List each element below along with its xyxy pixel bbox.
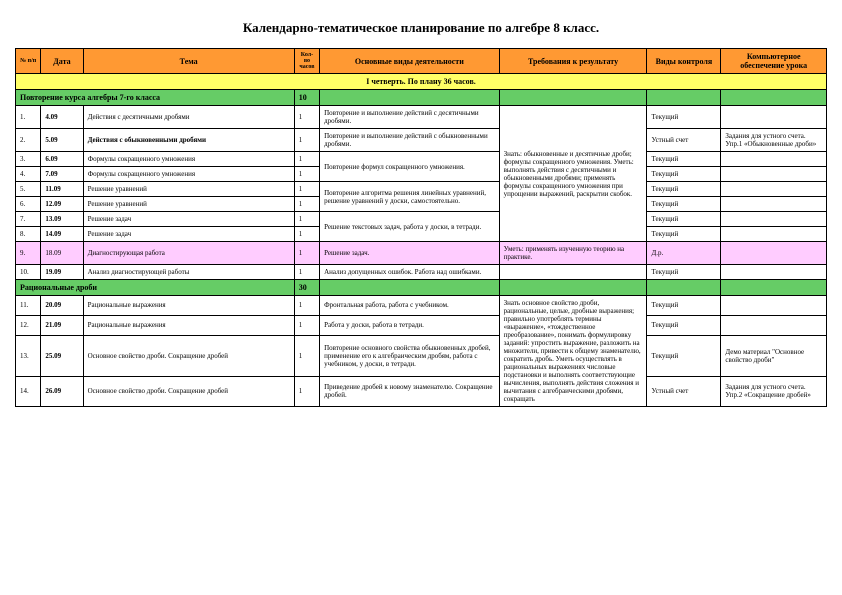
table-row: 11. 20.09 Рациональные выражения 1 Фронт… bbox=[16, 296, 827, 316]
section-title: Повторение курса алгебры 7-го класса bbox=[16, 90, 295, 106]
h-ctrl: Виды контроля bbox=[647, 49, 721, 74]
table-row: 10. 19.09 Анализ диагностирующей работы … bbox=[16, 265, 827, 280]
req-merged: Знать основное свойство дроби, рациональ… bbox=[499, 296, 647, 407]
section-row: Повторение курса алгебры 7-го класса 10 bbox=[16, 90, 827, 106]
h-req: Требования к результату bbox=[499, 49, 647, 74]
plan-table: № п/п Дата Тема Кол-во часов Основные ви… bbox=[15, 48, 827, 407]
h-act: Основные виды деятельности bbox=[320, 49, 500, 74]
diag-row: 9. 18.09 Диагностирующая работа 1 Решени… bbox=[16, 242, 827, 265]
h-comp: Компьютерное обеспечение урока bbox=[721, 49, 827, 74]
quarter-banner: I четверть. По плану 36 часов. bbox=[16, 74, 827, 90]
page-title: Календарно-тематическое планирование по … bbox=[15, 20, 827, 36]
section-row: Рациональные дроби 30 bbox=[16, 280, 827, 296]
h-num: № п/п bbox=[16, 49, 41, 74]
h-topic: Тема bbox=[83, 49, 294, 74]
h-hours: Кол-во часов bbox=[294, 49, 319, 74]
section-hours: 10 bbox=[294, 90, 319, 106]
table-row: 2. 5.09 Действия с обыкновенными дробями… bbox=[16, 129, 827, 152]
table-row: 1. 4.09 Действия с десятичными дробями 1… bbox=[16, 106, 827, 129]
table-row: 7. 13.09 Решение задач 1 Решение текстов… bbox=[16, 212, 827, 227]
header-row: № п/п Дата Тема Кол-во часов Основные ви… bbox=[16, 49, 827, 74]
section-hours: 30 bbox=[294, 280, 319, 296]
table-row: 3. 6.09 Формулы сокращенного умножения 1… bbox=[16, 152, 827, 167]
req-merged: Знать: обыкновенные и десятичные дроби; … bbox=[499, 106, 647, 242]
section-title: Рациональные дроби bbox=[16, 280, 295, 296]
table-row: 14. 26.09 Основное свойство дроби. Сокра… bbox=[16, 376, 827, 406]
table-row: 12. 21.09 Рациональные выражения 1 Работ… bbox=[16, 315, 827, 335]
h-date: Дата bbox=[41, 49, 83, 74]
table-row: 13. 25.09 Основное свойство дроби. Сокра… bbox=[16, 335, 827, 376]
table-row: 5. 11.09 Решение уравнений 1 Повторение … bbox=[16, 182, 827, 197]
